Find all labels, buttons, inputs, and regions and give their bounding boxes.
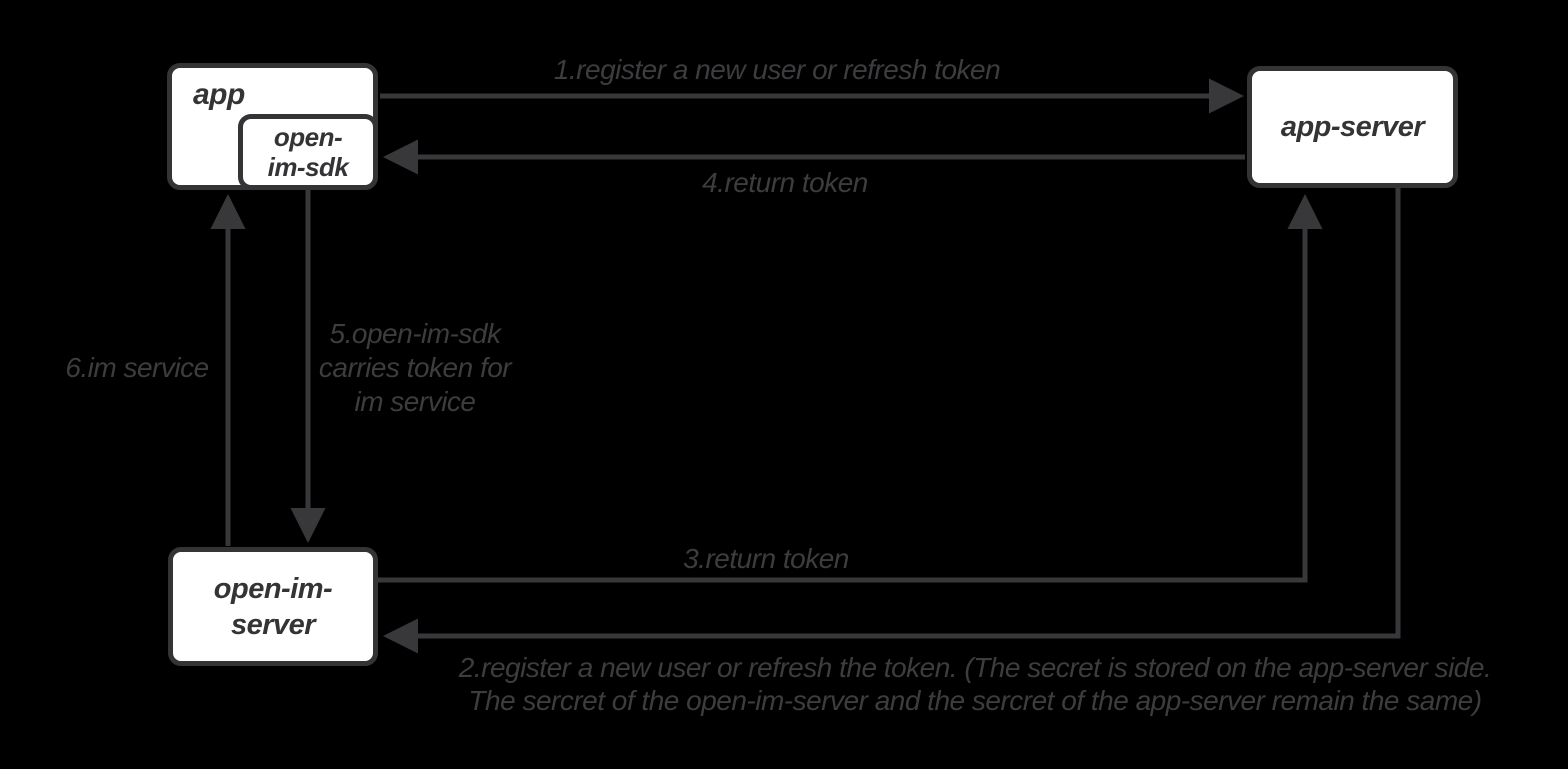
edge-2-label: 2.register a new user or refresh the tok… [458,651,1492,717]
edge-2-line [383,187,1401,654]
node-open-im-sdk: open- im-sdk [238,114,378,190]
edge-4-label: 4.return token [702,167,868,198]
node-open-im-server-label-line1: open-im- [213,572,333,605]
edge-3-label: 3.return token [683,543,849,574]
node-open-im-server: open-im- server [168,547,378,666]
node-open-im-sdk-label-line2: im-sdk [267,152,349,182]
node-app-server-label: app-server [1280,110,1425,143]
edge-5-label: 5.open-im-sdk carries token for im servi… [318,317,512,419]
node-app-server: app-server [1247,66,1458,188]
edge-2-label-line2: The sercret of the open-im-server and th… [468,685,1482,716]
edge-1-label: 1.register a new user or refresh token [553,54,1001,85]
edge-3-line [378,194,1323,583]
node-open-im-server-label-line2: server [230,608,316,641]
node-app-label: app [193,78,245,111]
edge-5-label-line2: carries token for [318,352,512,383]
edge-5-label-line1: 5.open-im-sdk [329,318,501,349]
edge-5-label-line3: im service [354,386,476,417]
node-open-im-sdk-label-line1: open- [273,122,343,152]
edge-6-label: 6.im service [65,352,209,383]
edge-2-label-line1: 2.register a new user or refresh the tok… [458,652,1492,683]
